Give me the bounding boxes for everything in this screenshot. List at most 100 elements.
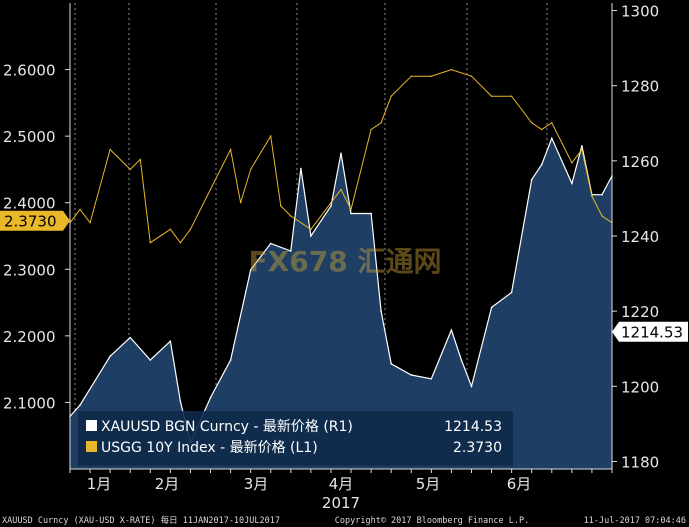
right-tick-label: 1200 <box>621 378 659 396</box>
legend-value: 1214.53 <box>444 419 502 435</box>
right-tick-label: 1240 <box>621 228 659 246</box>
yield-point-33 <box>571 162 573 164</box>
yield-point-34 <box>581 148 583 151</box>
watermark-logo: FX678 汇通网 <box>249 245 442 278</box>
month-label: 3月 <box>244 475 269 493</box>
gold-point-17 <box>350 212 352 215</box>
gold-point-2 <box>109 355 111 358</box>
yield-point-19 <box>340 188 342 191</box>
right-value-marker-label: 1214.53 <box>621 324 683 342</box>
footer-timestamp: 11-Jul-2017 07:04:46 <box>584 516 686 526</box>
right-value-marker <box>612 321 688 342</box>
yield-point-26 <box>450 68 453 71</box>
legend-swatch-1 <box>86 441 97 452</box>
yield-line <box>69 69 613 244</box>
right-tick-label: 1280 <box>621 78 659 96</box>
legend-label: XAUUSD BGN Curncy - 最新价格 (R1) <box>101 419 353 435</box>
gold-point-3 <box>129 336 131 339</box>
gold-point-12 <box>290 250 292 252</box>
gold-point-20 <box>390 363 393 365</box>
gold-point-25 <box>470 385 473 388</box>
yield-point-14 <box>270 135 272 137</box>
yield-point-5 <box>139 158 141 161</box>
yield-point-4 <box>129 168 131 171</box>
gold-point-14 <box>310 235 312 237</box>
month-label: 5月 <box>416 475 441 493</box>
yield-point-29 <box>510 95 513 97</box>
gold-point-34 <box>601 193 603 196</box>
yield-point-22 <box>380 122 382 124</box>
yield-point-18 <box>330 202 332 204</box>
gold-area <box>70 138 612 470</box>
gold-point-22 <box>430 378 433 380</box>
yield-point-28 <box>490 95 493 97</box>
gold-point-29 <box>540 163 543 166</box>
legend-box <box>78 411 513 466</box>
yield-point-31 <box>541 128 543 131</box>
yield-point-17 <box>310 228 312 230</box>
yield-point-9 <box>189 228 192 230</box>
yield-point-36 <box>601 215 603 217</box>
yield-point-24 <box>410 75 412 77</box>
gold-line <box>69 136 613 445</box>
gold-point-5 <box>169 340 172 343</box>
gold-point-13 <box>300 167 302 170</box>
month-label: 4月 <box>329 475 354 493</box>
gold-point-23 <box>450 329 453 331</box>
yield-point-21 <box>370 128 372 131</box>
yield-point-6 <box>149 242 151 244</box>
gold-point-32 <box>581 145 583 147</box>
yield-point-13 <box>250 168 252 171</box>
yield-point-27 <box>470 75 473 77</box>
gold-point-30 <box>551 137 553 140</box>
right-tick-label: 1260 <box>621 153 659 171</box>
gold-point-16 <box>340 152 342 155</box>
yield-point-3 <box>109 148 111 151</box>
gold-point-18 <box>370 212 372 215</box>
yield-point-2 <box>89 222 91 224</box>
gold-point-6 <box>179 400 182 403</box>
month-label: 6月 <box>507 475 532 493</box>
left-tick-label: 2.2000 <box>3 328 56 346</box>
yield-point-23 <box>390 95 392 97</box>
yield-point-1 <box>79 208 81 211</box>
yield-point-20 <box>350 208 352 211</box>
month-label: 1月 <box>87 475 112 493</box>
yield-point-12 <box>239 202 242 204</box>
left-tick-label: 2.4000 <box>3 195 56 213</box>
gold-point-27 <box>510 291 513 294</box>
yield-point-15 <box>280 205 282 207</box>
gold-point-1 <box>79 404 81 406</box>
gold-point-11 <box>269 242 272 245</box>
year-label: 2017 <box>322 494 360 512</box>
right-tick-label: 1220 <box>621 303 659 321</box>
left-tick-label: 2.5000 <box>3 128 56 146</box>
yield-point-7 <box>169 228 172 230</box>
gold-point-10 <box>249 269 252 271</box>
left-tick-label: 2.6000 <box>3 62 56 80</box>
yield-point-11 <box>229 148 232 151</box>
gold-point-4 <box>149 359 152 361</box>
left-tick-label: 2.1000 <box>3 394 56 412</box>
gold-point-9 <box>229 359 232 361</box>
month-label: 2月 <box>155 475 180 493</box>
yield-point-8 <box>179 242 182 244</box>
yield-point-16 <box>290 215 292 217</box>
yield-point-25 <box>430 75 432 77</box>
yield-point-32 <box>551 122 553 124</box>
yield-point-35 <box>591 195 593 197</box>
gold-point-21 <box>410 374 413 376</box>
left-value-marker <box>0 210 70 231</box>
yield-point-10 <box>209 188 212 191</box>
gold-point-19 <box>380 310 382 313</box>
gold-point-15 <box>330 205 332 207</box>
footer-copyright: Copyright© 2017 Bloomberg Finance L.P. <box>335 516 529 526</box>
right-tick-label: 1180 <box>621 453 659 471</box>
footer-left: XAUUSD Curncy (XAU-USD X-RATE) 每日 11JAN2… <box>2 515 280 526</box>
yield-point-30 <box>531 122 533 124</box>
legend-value: 2.3730 <box>453 440 502 456</box>
gold-point-26 <box>490 306 493 309</box>
legend-label: USGG 10Y Index - 最新价格 (L1) <box>101 440 318 456</box>
